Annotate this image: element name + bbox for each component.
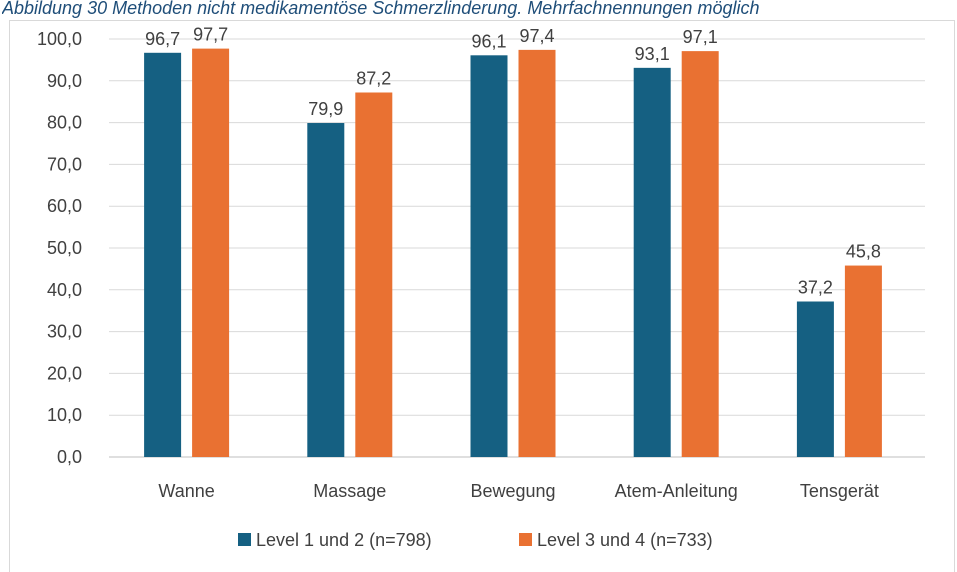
y-tick-label: 50,0 [47, 238, 82, 258]
y-tick-label: 40,0 [47, 280, 82, 300]
legend-swatch-series-1 [238, 533, 251, 546]
y-tick-label: 100,0 [37, 29, 82, 49]
x-tick-label: Bewegung [470, 481, 555, 501]
bar-series-1 [796, 301, 834, 457]
bar-series-2 [518, 49, 556, 457]
x-tick-label: Tensgerät [800, 481, 879, 501]
data-label: 79,9 [308, 99, 343, 119]
legend-label: Level 1 und 2 (n=798) [256, 530, 432, 550]
y-tick-label: 80,0 [47, 113, 82, 133]
x-tick-label: Massage [313, 481, 386, 501]
bar-series-1 [144, 52, 182, 457]
y-tick-label: 90,0 [47, 71, 82, 91]
x-tick-label: Wanne [158, 481, 214, 501]
y-tick-label: 60,0 [47, 196, 82, 216]
y-tick-label: 30,0 [47, 322, 82, 342]
data-label: 37,2 [798, 278, 833, 298]
bar-series-2 [844, 265, 882, 457]
data-label: 97,1 [683, 27, 718, 47]
bar-series-2 [355, 92, 393, 457]
data-label: 96,7 [145, 29, 180, 49]
bar-series-1 [470, 55, 508, 457]
data-label: 45,8 [846, 242, 881, 262]
bar-series-2 [192, 48, 230, 457]
y-tick-label: 20,0 [47, 363, 82, 383]
y-tick-label: 0,0 [57, 447, 82, 467]
bar-series-1 [307, 123, 345, 457]
legend-label: Level 3 und 4 (n=733) [537, 530, 713, 550]
y-tick-label: 10,0 [47, 405, 82, 425]
data-label: 97,4 [519, 26, 554, 46]
data-label: 96,1 [471, 31, 506, 51]
y-tick-label: 70,0 [47, 154, 82, 174]
bar-series-1 [633, 67, 671, 457]
data-label: 87,2 [356, 69, 391, 89]
bar-series-2 [681, 51, 719, 457]
x-tick-label: Atem-Anleitung [615, 481, 738, 501]
data-label: 97,7 [193, 25, 228, 45]
chart-frame [9, 20, 955, 572]
data-label: 93,1 [635, 44, 670, 64]
figure-caption: Abbildung 30 Methoden nicht medikamentös… [2, 0, 760, 18]
legend-swatch-series-2 [519, 533, 532, 546]
